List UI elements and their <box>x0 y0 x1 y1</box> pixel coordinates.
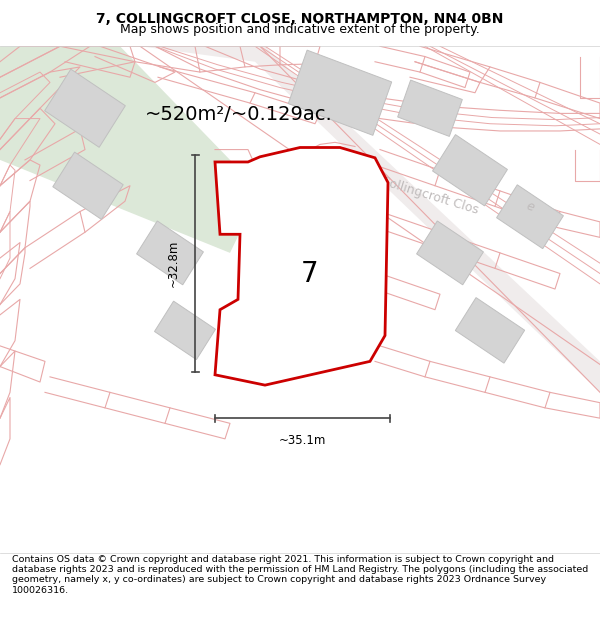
Polygon shape <box>137 221 203 285</box>
Polygon shape <box>140 46 600 393</box>
Polygon shape <box>44 69 125 148</box>
Text: Map shows position and indicative extent of the property.: Map shows position and indicative extent… <box>120 23 480 36</box>
Text: e: e <box>524 199 536 214</box>
Text: 7, COLLINGCROFT CLOSE, NORTHAMPTON, NN4 0BN: 7, COLLINGCROFT CLOSE, NORTHAMPTON, NN4 … <box>97 11 503 26</box>
Text: 7: 7 <box>301 259 319 288</box>
Text: ~32.8m: ~32.8m <box>167 239 179 287</box>
Polygon shape <box>0 46 260 253</box>
Polygon shape <box>155 301 215 359</box>
Polygon shape <box>433 134 508 206</box>
Text: ~35.1m: ~35.1m <box>279 434 326 447</box>
Polygon shape <box>215 148 388 385</box>
Polygon shape <box>416 221 484 285</box>
Polygon shape <box>53 152 123 219</box>
Polygon shape <box>289 50 392 136</box>
Polygon shape <box>455 298 524 363</box>
Text: ~520m²/~0.129ac.: ~520m²/~0.129ac. <box>145 105 333 124</box>
Polygon shape <box>497 185 563 249</box>
Text: Collingcroft Clos: Collingcroft Clos <box>379 175 481 217</box>
Text: Contains OS data © Crown copyright and database right 2021. This information is : Contains OS data © Crown copyright and d… <box>12 554 588 595</box>
Polygon shape <box>398 80 463 136</box>
